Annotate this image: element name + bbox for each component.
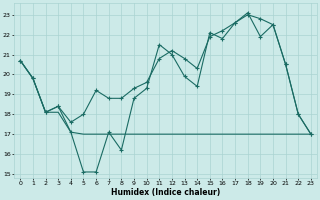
X-axis label: Humidex (Indice chaleur): Humidex (Indice chaleur) xyxy=(111,188,220,197)
